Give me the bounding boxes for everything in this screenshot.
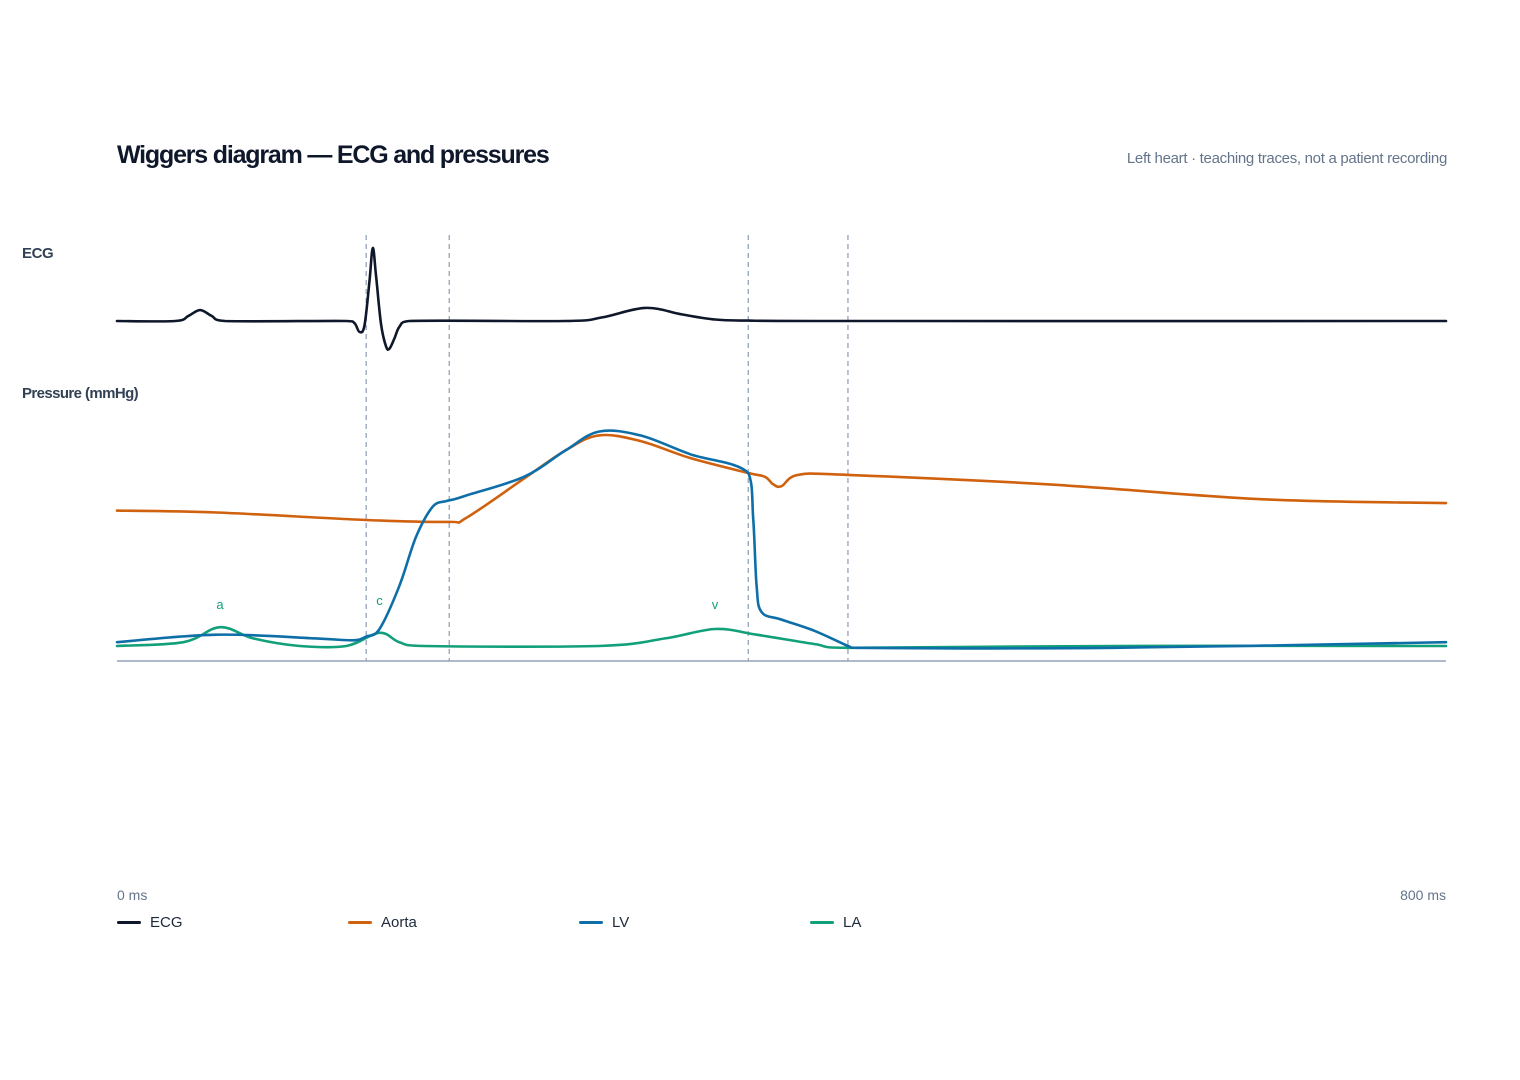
legend-item-la: LA: [810, 912, 861, 932]
chart-title: Wiggers diagram — ECG and pressures: [117, 141, 550, 169]
legend-swatch-lv: [579, 920, 603, 924]
legend-label-la: LA: [843, 913, 862, 931]
legend-label-aorta: Aorta: [381, 913, 417, 931]
series-line-lv: [115, 429, 1448, 650]
traces: [115, 246, 1448, 650]
x-tick-start: 0 ms: [117, 887, 147, 903]
wave-label-a: a: [216, 597, 224, 612]
legend-swatch-la: [810, 920, 834, 924]
legend-item-aorta: Aorta: [348, 912, 417, 932]
series-line-ecg: [115, 246, 1448, 352]
legend-swatch-ecg: [117, 920, 141, 924]
chart-subtitle: Left heart · teaching traces, not a pati…: [1126, 150, 1447, 167]
series-line-aorta: [115, 433, 1448, 524]
wave-label-v: v: [712, 597, 719, 612]
pressure-panel-label: Pressure (mmHg): [22, 385, 139, 402]
x-tick-end: 800 ms: [1400, 887, 1446, 903]
legend-swatch-aorta: [348, 920, 372, 924]
legend-item-lv: LV: [579, 912, 629, 932]
legend-label-ecg: ECG: [150, 913, 183, 931]
phase-markers: [365, 235, 849, 661]
legend: ECG Aorta LV LA: [117, 912, 1117, 932]
legend-item-ecg: ECG: [117, 912, 183, 932]
wave-label-c: c: [376, 593, 383, 608]
ecg-panel-label: ECG: [22, 245, 53, 262]
legend-label-lv: LV: [612, 913, 630, 931]
